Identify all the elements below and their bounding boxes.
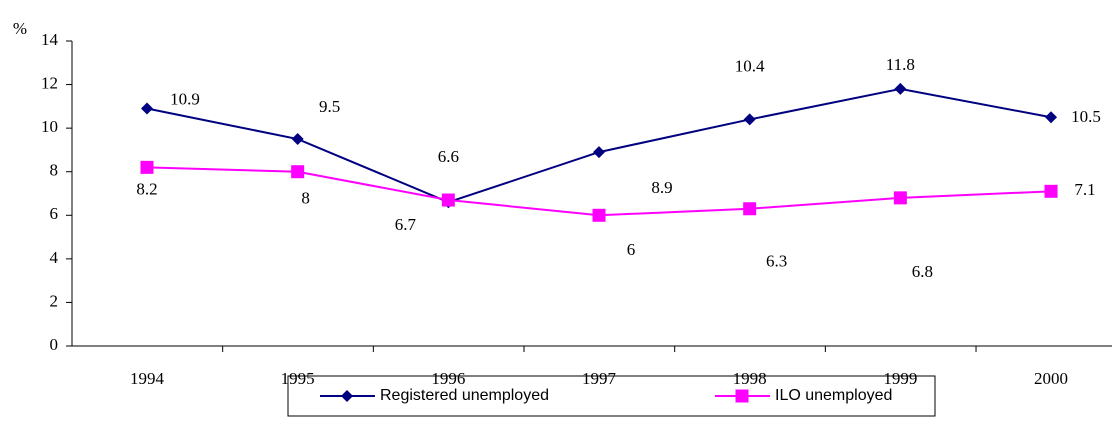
data-point <box>291 165 305 179</box>
data-label: 10.5 <box>1071 107 1101 126</box>
x-tick-label: 1997 <box>582 369 617 388</box>
data-point <box>140 160 154 174</box>
data-label: 10.4 <box>735 56 765 75</box>
y-tick-label: 0 <box>50 335 59 354</box>
data-point <box>291 133 304 146</box>
x-tick-label: 1996 <box>431 369 465 388</box>
data-label: 11.8 <box>886 55 915 74</box>
data-point <box>1045 111 1058 124</box>
data-point <box>441 193 455 207</box>
x-tick-label: 1998 <box>733 369 767 388</box>
data-label: 6 <box>627 240 636 259</box>
data-point <box>141 102 153 115</box>
data-label: 8.2 <box>136 179 157 198</box>
y-tick-label: 2 <box>50 291 59 310</box>
y-tick-label: 10 <box>41 117 58 136</box>
data-label: 8 <box>301 189 310 208</box>
data-label: 9.5 <box>319 97 340 116</box>
y-tick-label: 12 <box>41 73 58 92</box>
y-tick-label: 8 <box>50 161 59 180</box>
legend-label: ILO unemployed <box>775 387 892 404</box>
x-tick-label: 1999 <box>883 369 917 388</box>
data-label: 10.9 <box>170 89 200 108</box>
legend-label: Registered unemployed <box>380 387 549 404</box>
data-label: 8.9 <box>651 178 672 197</box>
data-point <box>593 146 606 159</box>
x-tick-label: 1995 <box>281 369 315 388</box>
data-label: 6.8 <box>912 262 933 281</box>
x-tick-label: 2000 <box>1034 369 1068 388</box>
data-point <box>894 82 907 95</box>
y-axis-label: % <box>13 19 27 38</box>
y-tick-label: 14 <box>41 30 59 49</box>
data-label: 6.7 <box>395 215 417 234</box>
series-line <box>146 87 1052 204</box>
data-point <box>592 208 606 222</box>
data-point <box>743 113 756 126</box>
data-label: 6.6 <box>438 147 459 166</box>
y-tick-label: 4 <box>50 248 59 267</box>
x-tick-label: 1994 <box>130 369 165 388</box>
y-tick-label: 6 <box>50 204 59 223</box>
series-line <box>146 166 1052 217</box>
legend-marker <box>341 390 353 402</box>
data-label: 6.3 <box>766 252 787 271</box>
data-point <box>893 191 907 205</box>
data-label: 7.1 <box>1074 180 1095 199</box>
legend-box <box>287 375 936 417</box>
data-point <box>1044 184 1058 198</box>
data-point <box>743 202 757 216</box>
legend-marker <box>735 389 749 403</box>
